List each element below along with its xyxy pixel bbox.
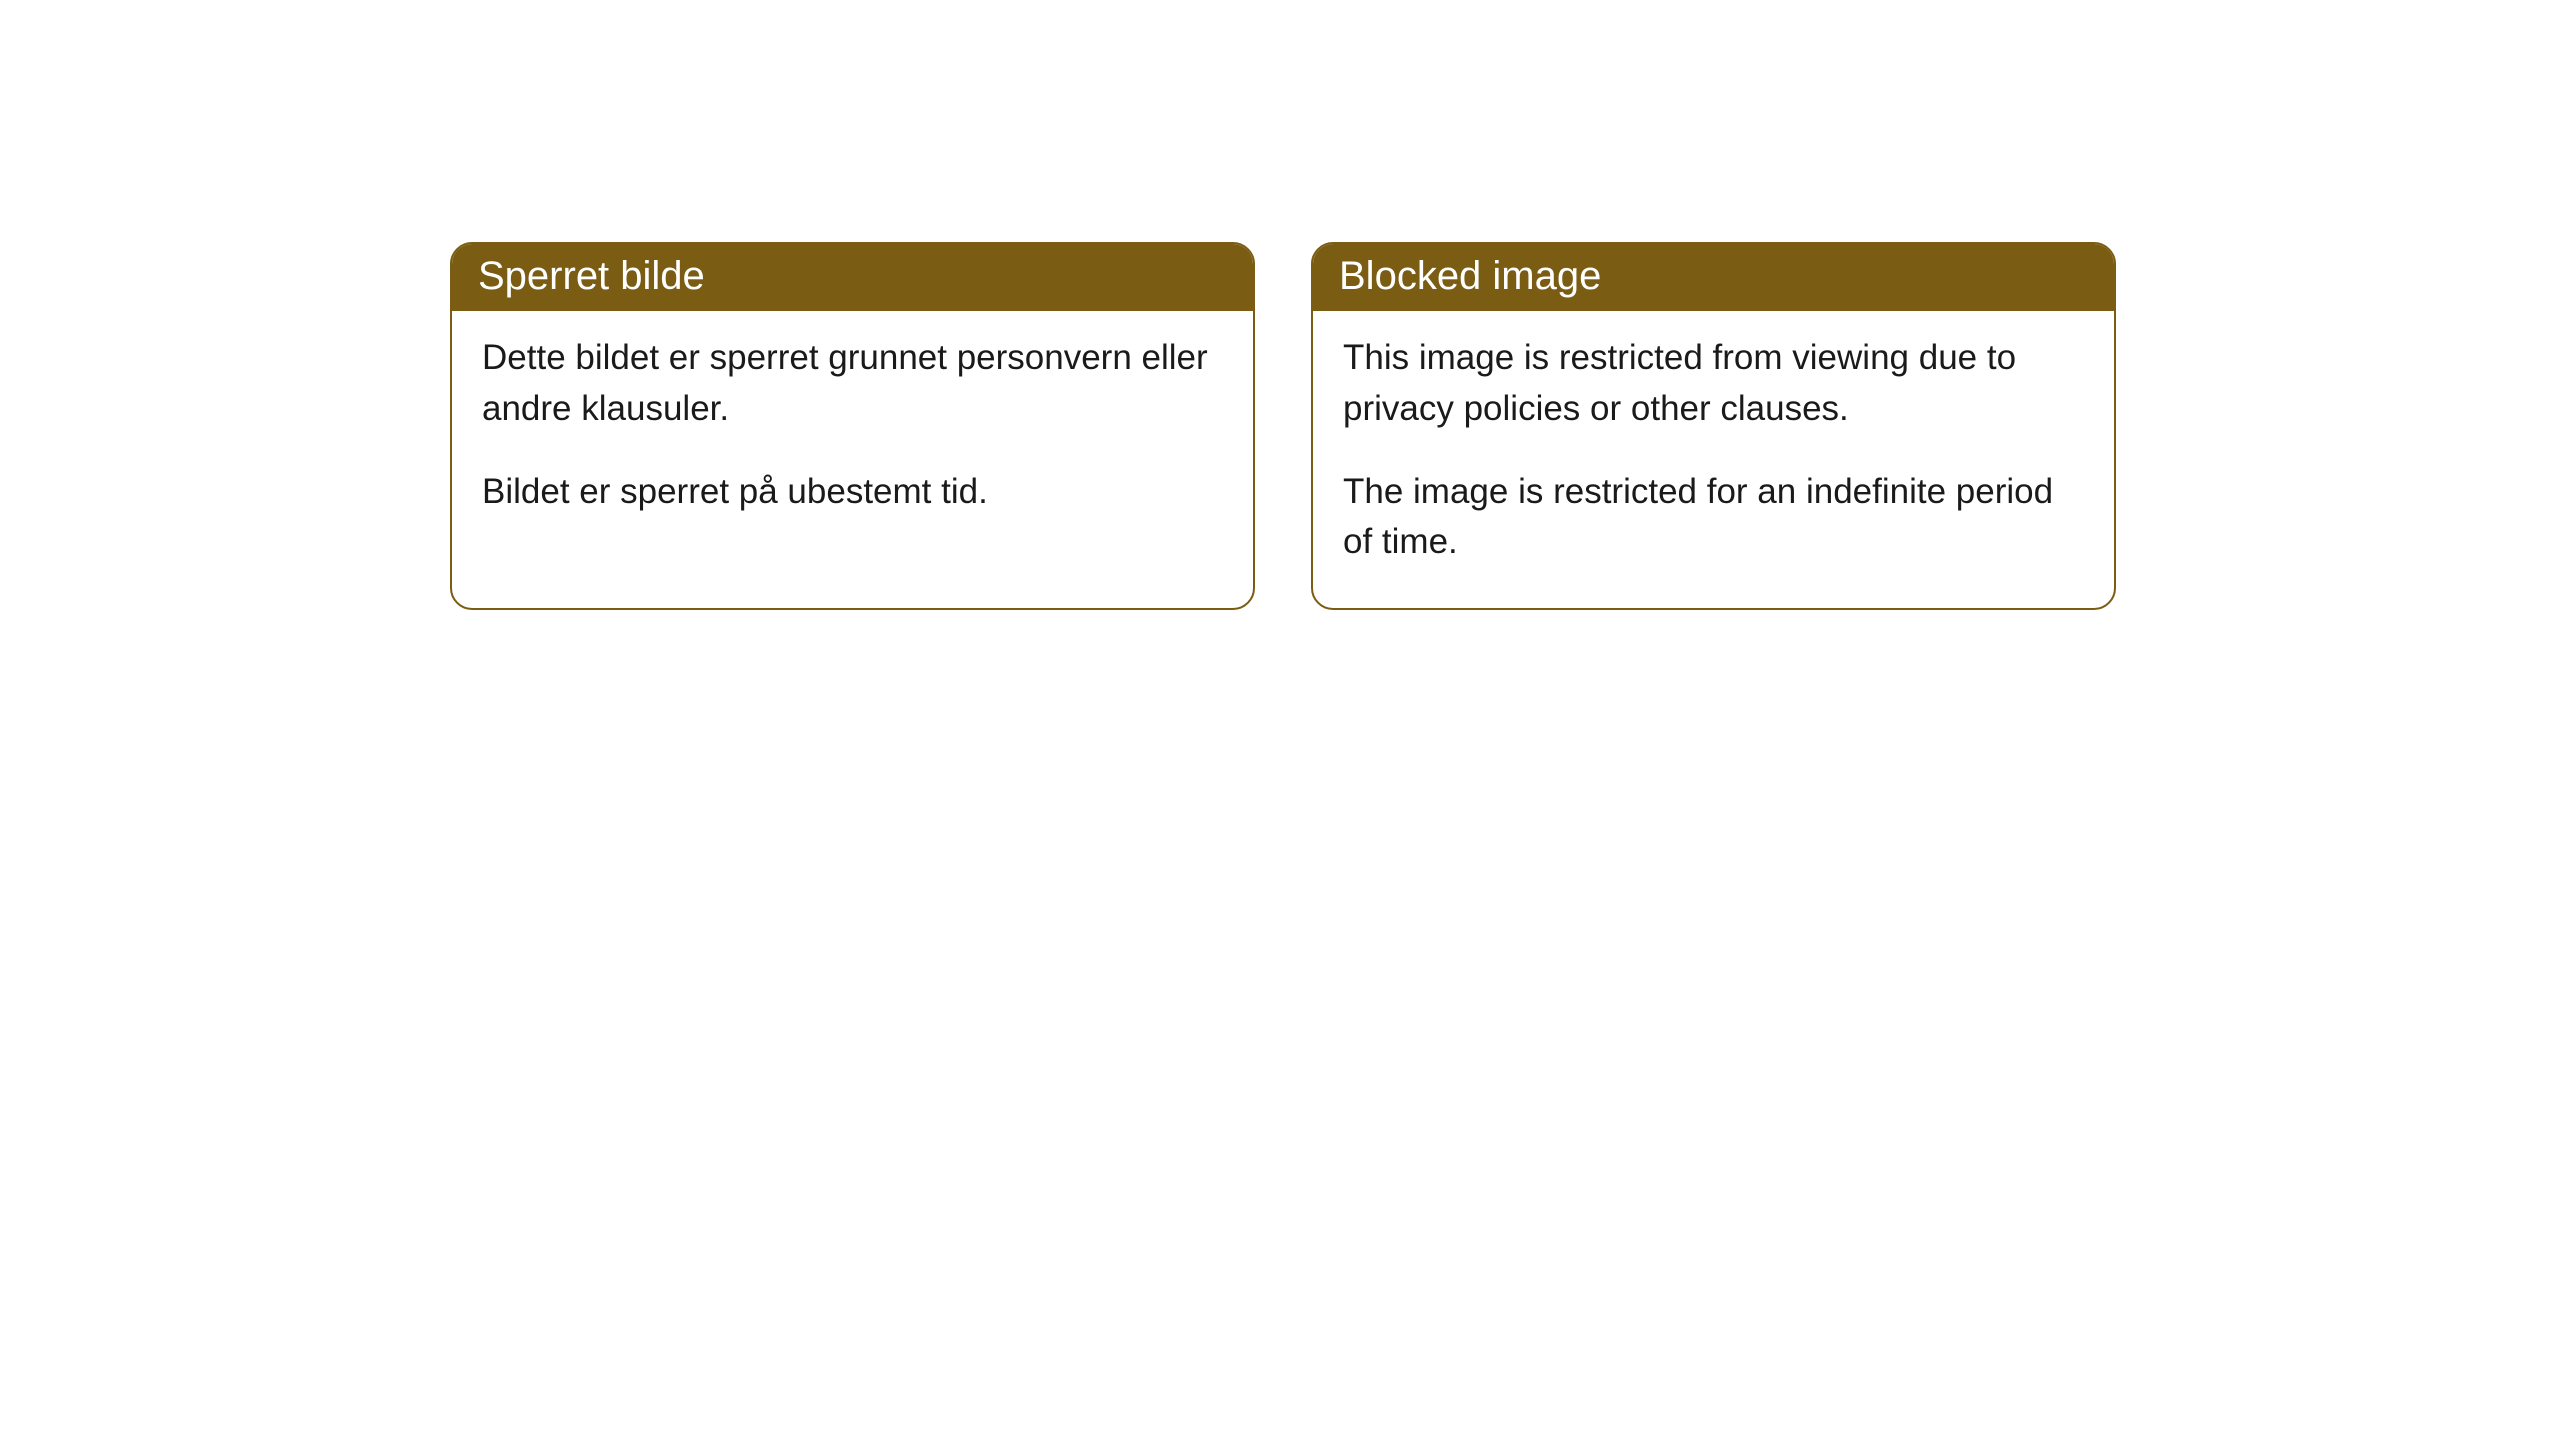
card-paragraph: Dette bildet er sperret grunnet personve…	[482, 333, 1223, 435]
card-header: Blocked image	[1313, 244, 2114, 311]
card-title: Sperret bilde	[478, 254, 705, 298]
card-body: Dette bildet er sperret grunnet personve…	[452, 311, 1253, 557]
notice-card-norwegian: Sperret bilde Dette bildet er sperret gr…	[450, 242, 1255, 610]
card-paragraph: Bildet er sperret på ubestemt tid.	[482, 467, 1223, 518]
card-paragraph: This image is restricted from viewing du…	[1343, 333, 2084, 435]
notice-card-english: Blocked image This image is restricted f…	[1311, 242, 2116, 610]
notice-cards-container: Sperret bilde Dette bildet er sperret gr…	[450, 242, 2116, 610]
card-header: Sperret bilde	[452, 244, 1253, 311]
card-paragraph: The image is restricted for an indefinit…	[1343, 467, 2084, 569]
card-title: Blocked image	[1339, 254, 1601, 298]
card-body: This image is restricted from viewing du…	[1313, 311, 2114, 608]
